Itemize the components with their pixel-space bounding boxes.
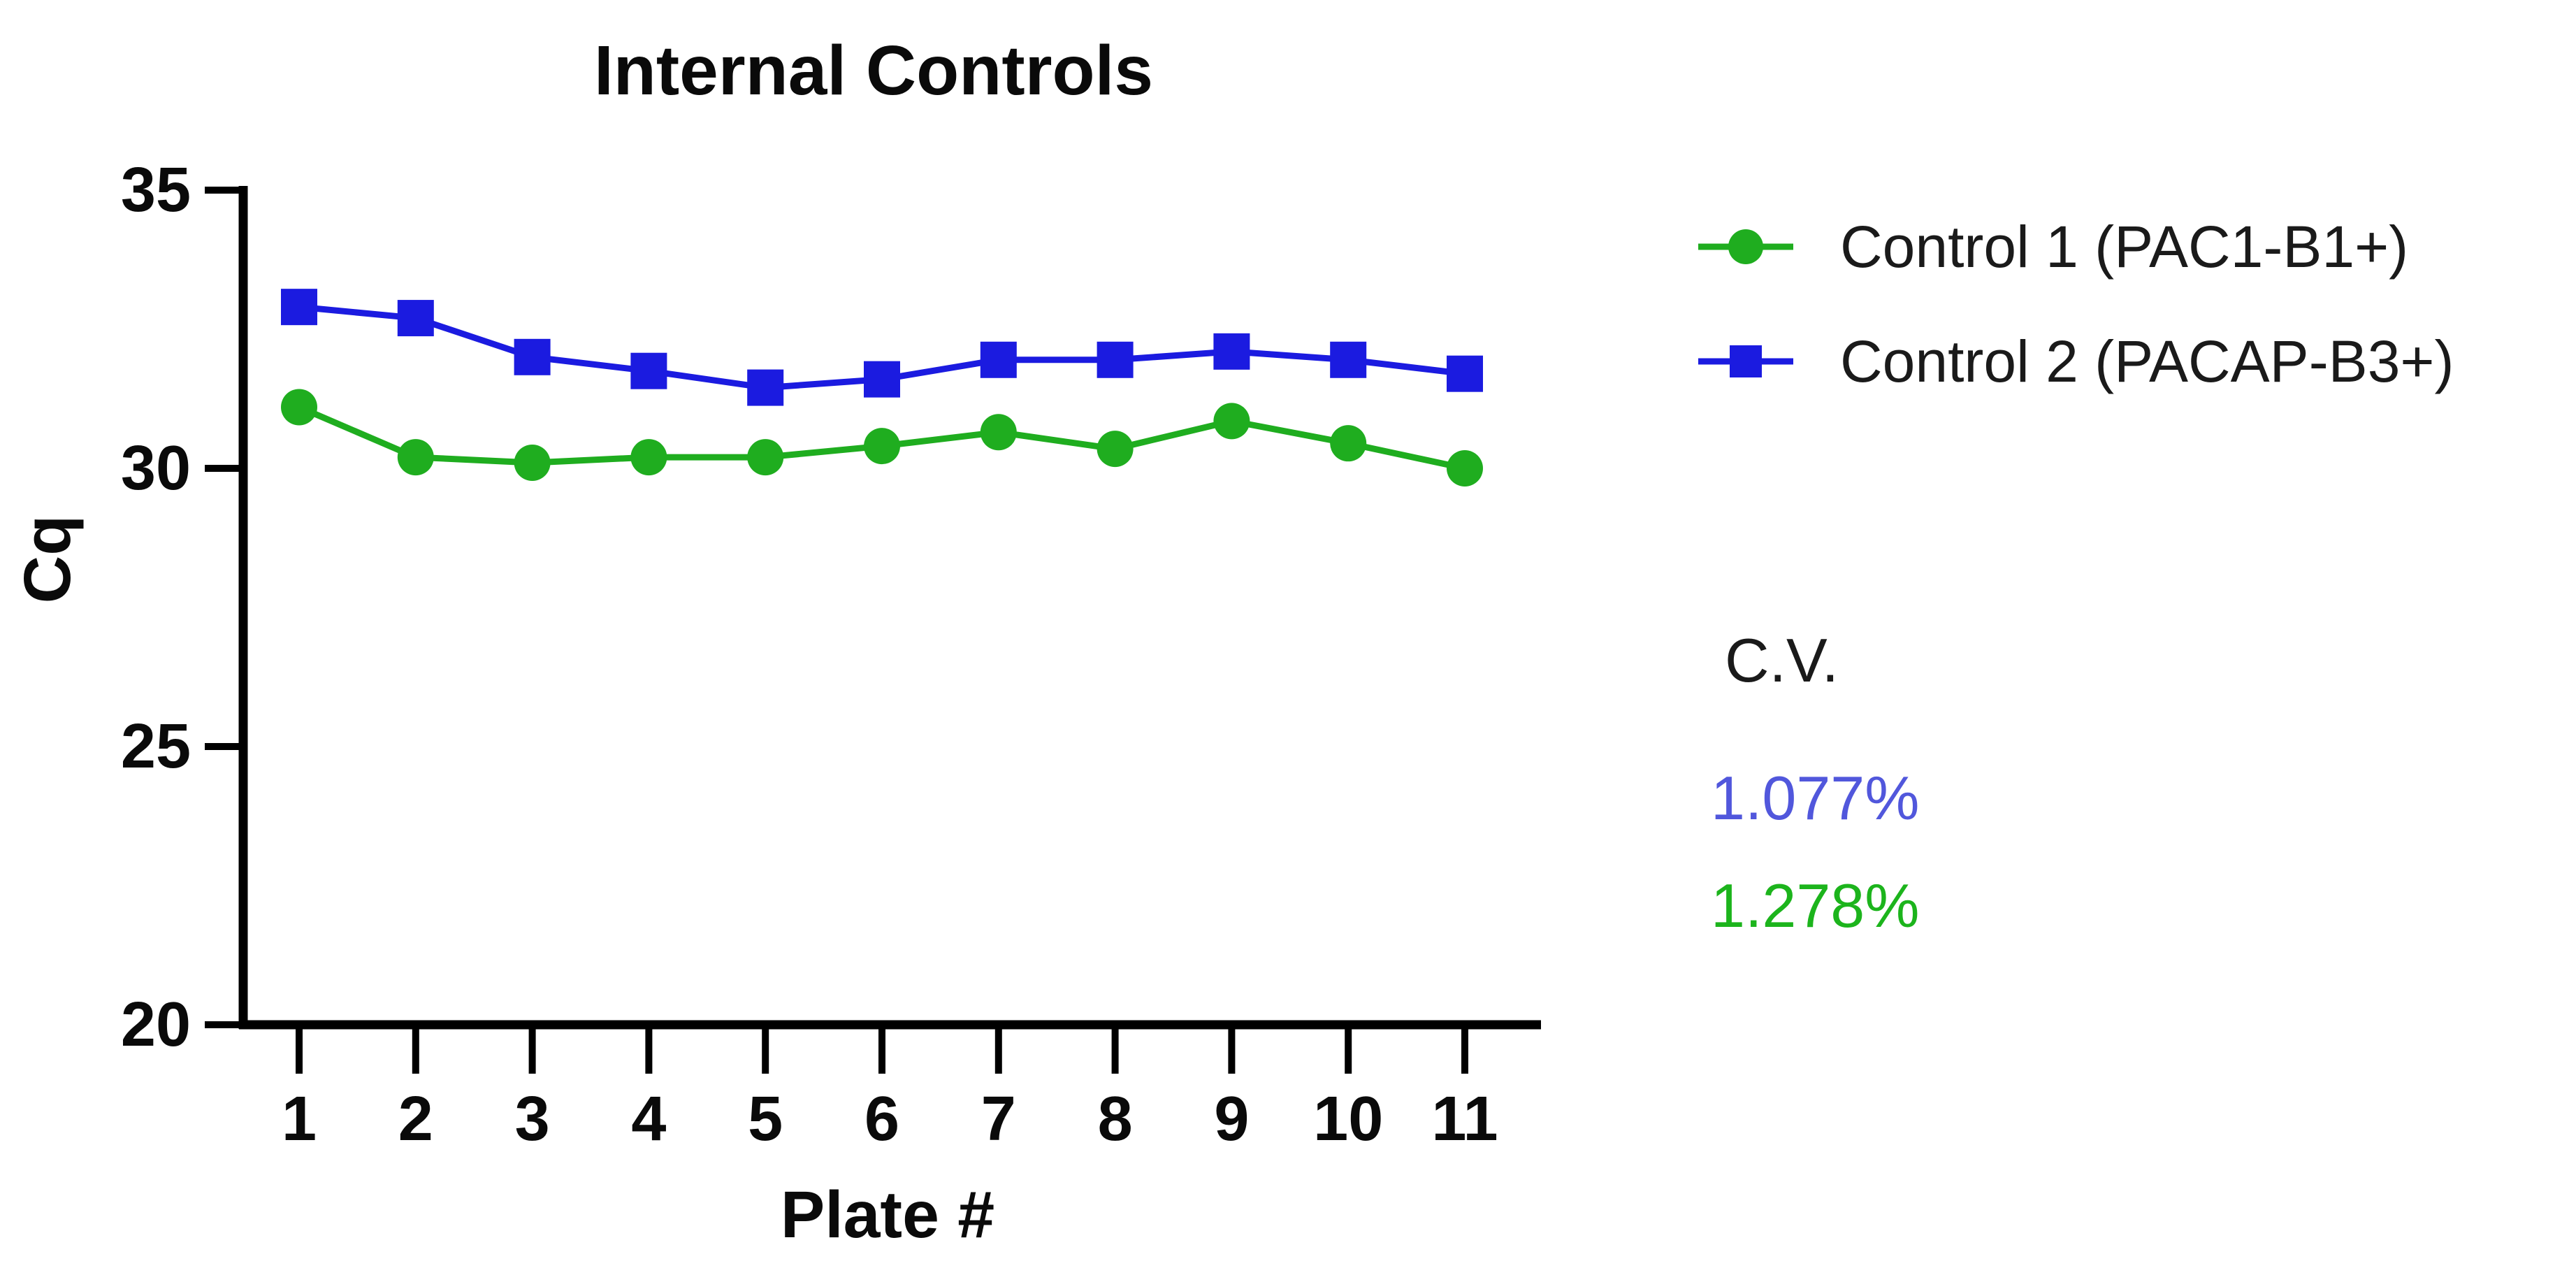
x-tick-label-10: 10 (1313, 1084, 1383, 1154)
legend-square-marker-icon (1730, 345, 1762, 377)
cv-heading: C.V. (1725, 626, 1839, 695)
data-point-series1-plate1 (281, 389, 317, 426)
data-point-series1-plate10 (1330, 425, 1367, 462)
x-tick-label-3: 3 (515, 1084, 550, 1154)
data-point-series1-plate6 (864, 428, 900, 465)
y-tick-label-35: 35 (121, 155, 191, 225)
data-point-series1-plate8 (1097, 431, 1134, 468)
chart-title: Internal Controls (594, 31, 1153, 110)
data-point-series2-plate8 (1097, 341, 1134, 378)
cv-annotation: C.V. 1.077% 1.278% (1711, 626, 1919, 940)
x-tick-label-7: 7 (981, 1084, 1016, 1154)
x-axis-ticks: 1 2 3 4 5 6 7 8 9 10 11 (282, 1029, 1498, 1154)
y-axis-label: Cq (10, 515, 85, 604)
x-tick-label-6: 6 (864, 1084, 899, 1154)
x-tick-label-5: 5 (748, 1084, 783, 1154)
y-tick-label-20: 20 (121, 990, 191, 1060)
x-tick-label-1: 1 (282, 1084, 317, 1154)
data-point-series2-plate4 (630, 352, 667, 389)
cv-value-control2: 1.077% (1711, 763, 1919, 833)
data-point-series2-plate3 (514, 338, 551, 375)
x-tick-label-11: 11 (1431, 1084, 1498, 1154)
data-point-series1-plate2 (397, 439, 434, 476)
data-point-series1-plate5 (747, 439, 784, 476)
data-point-series1-plate11 (1447, 450, 1483, 487)
data-point-series2-plate11 (1447, 355, 1483, 392)
legend-label-control2: Control 2 (PACAP-B3+) (1840, 329, 2454, 394)
x-tick-label-9: 9 (1214, 1084, 1249, 1154)
y-axis-ticks: 35 30 25 20 (121, 155, 243, 1060)
data-point-series1-plate9 (1213, 403, 1250, 440)
data-point-series1-plate3 (514, 445, 551, 482)
legend-entry-control2: Control 2 (PACAP-B3+) (1698, 329, 2454, 394)
x-tick-label-8: 8 (1098, 1084, 1133, 1154)
legend-label-control1: Control 1 (PAC1-B1+) (1840, 214, 2408, 280)
legend-entry-control1: Control 1 (PAC1-B1+) (1698, 214, 2408, 280)
legend: Control 1 (PAC1-B1+) Control 2 (PACAP-B3… (1698, 214, 2454, 394)
legend-circle-marker-icon (1728, 229, 1763, 264)
data-point-series2-plate5 (747, 369, 784, 406)
data-point-series2-plate7 (980, 341, 1017, 378)
y-tick-label-25: 25 (121, 712, 191, 781)
x-axis-label: Plate # (781, 1178, 994, 1252)
data-point-series1-plate4 (630, 439, 667, 476)
cv-value-control1: 1.278% (1711, 871, 1919, 940)
data-point-series2-plate9 (1213, 333, 1250, 370)
y-tick-label-30: 30 (121, 433, 191, 503)
data-point-series2-plate6 (864, 361, 900, 398)
data-point-series2-plate10 (1330, 341, 1367, 378)
data-point-series2-plate2 (397, 300, 434, 337)
x-tick-label-4: 4 (631, 1084, 666, 1154)
data-point-series1-plate7 (980, 414, 1017, 451)
data-point-series2-plate1 (281, 289, 317, 326)
plot-series (281, 289, 1483, 487)
x-tick-label-2: 2 (398, 1084, 433, 1154)
